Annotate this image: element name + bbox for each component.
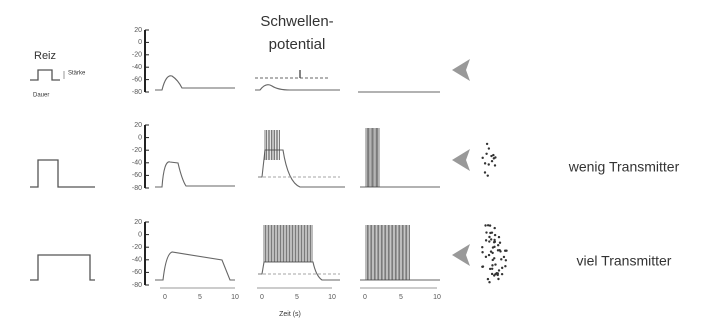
transmitter-dot xyxy=(484,162,486,164)
transmitter-dot xyxy=(481,246,483,248)
transmitter-dot xyxy=(497,278,499,280)
threshold-title: potential xyxy=(269,36,326,53)
transmitter-dot xyxy=(486,143,488,145)
transmitter-dot xyxy=(490,155,492,157)
transmitter-dot xyxy=(484,171,486,173)
y-tick-label: -20 xyxy=(132,244,142,251)
transmitter-dot xyxy=(497,272,499,274)
y-tick-label: -60 xyxy=(132,269,142,276)
y-tick-label: -80 xyxy=(132,185,142,192)
row-label: wenig Transmitter xyxy=(568,159,680,175)
transmitter-dot xyxy=(492,246,494,248)
y-tick-label: -60 xyxy=(132,172,142,179)
row-label: viel Transmitter xyxy=(577,253,672,269)
transmitter-dot xyxy=(484,224,486,226)
transmitter-dot xyxy=(488,147,490,149)
y-tick-label: 20 xyxy=(134,219,142,226)
transmitter-dot xyxy=(492,259,494,261)
trace xyxy=(264,225,312,262)
y-tick-label: -20 xyxy=(132,52,142,59)
y-tick-label: 20 xyxy=(134,27,142,34)
y-tick-label: -60 xyxy=(132,76,142,83)
transmitter-dot xyxy=(498,269,500,271)
x-tick-label: 10 xyxy=(231,294,239,301)
transmitter-dot xyxy=(497,244,499,246)
transmitter-dot xyxy=(493,274,495,276)
strength-label: Stärke xyxy=(68,71,86,77)
y-tick-label: -20 xyxy=(132,147,142,154)
transmitter-dot xyxy=(487,174,489,176)
transmitter-dot xyxy=(494,164,496,166)
transmitter-dot xyxy=(494,234,496,236)
transmitter-dot xyxy=(504,265,506,267)
transmitter-dot xyxy=(501,273,503,275)
transmitter-dot xyxy=(499,242,501,244)
transmitter-dot xyxy=(500,258,502,260)
transmitter-dot xyxy=(490,238,492,240)
transmitter-dot xyxy=(491,160,493,162)
y-tick-label: -40 xyxy=(132,257,142,264)
transmitter-dot xyxy=(493,239,495,241)
y-tick-label: 0 xyxy=(138,134,142,141)
transmitter-dot xyxy=(494,156,496,158)
transmitter-dot xyxy=(487,278,489,280)
threshold-title: Schwellen- xyxy=(260,13,333,30)
y-tick-label: -80 xyxy=(132,282,142,289)
transmitter-dot xyxy=(493,227,495,229)
x-tick-label: 0 xyxy=(163,294,167,301)
y-tick-label: -80 xyxy=(132,89,142,96)
x-tick-label: 10 xyxy=(328,294,336,301)
x-tick-label: 5 xyxy=(198,294,202,301)
transmitter-dot xyxy=(491,231,493,233)
transmitter-dot xyxy=(485,153,487,155)
transmitter-dot xyxy=(491,273,493,275)
transmitter-dot xyxy=(498,249,500,251)
transmitter-dot xyxy=(488,240,490,242)
transmitter-dot xyxy=(481,157,483,159)
y-tick-label: 0 xyxy=(138,231,142,238)
y-tick-label: -40 xyxy=(132,160,142,167)
y-tick-label: -40 xyxy=(132,64,142,71)
transmitter-dot xyxy=(498,236,500,238)
figure: Reiz Stärke Dauer Schwellen- potential w… xyxy=(0,0,702,320)
x-tick-label: 0 xyxy=(260,294,264,301)
transmitter-dot xyxy=(491,268,493,270)
transmitter-dot xyxy=(505,259,507,261)
transmitter-dot xyxy=(488,163,490,165)
transmitter-dot xyxy=(485,256,487,258)
x-axis-title: Zeit (s) xyxy=(279,311,301,318)
transmitter-dot xyxy=(485,239,487,241)
y-tick-label: 0 xyxy=(138,39,142,46)
x-tick-label: 5 xyxy=(399,294,403,301)
duration-label: Dauer xyxy=(33,93,49,99)
transmitter-dot xyxy=(488,236,490,238)
transmitter-dot xyxy=(481,251,483,253)
y-tick-label: 20 xyxy=(134,122,142,129)
transmitter-dot xyxy=(485,231,487,233)
transmitter-dot xyxy=(501,267,503,269)
transmitter-dot xyxy=(493,241,495,243)
stimulus-label: Reiz xyxy=(34,50,56,62)
x-tick-label: 5 xyxy=(295,294,299,301)
transmitter-dot xyxy=(482,265,484,267)
transmitter-dot xyxy=(491,252,493,254)
x-tick-label: 10 xyxy=(433,294,441,301)
transmitter-dot xyxy=(503,256,505,258)
transmitter-dot xyxy=(491,264,493,266)
transmitter-dot xyxy=(505,250,507,252)
transmitter-dot xyxy=(489,268,491,270)
transmitter-dot xyxy=(488,281,490,283)
transmitter-dot xyxy=(489,224,491,226)
transmitter-dot xyxy=(494,263,496,265)
transmitter-dot xyxy=(488,254,490,256)
x-tick-label: 0 xyxy=(363,294,367,301)
